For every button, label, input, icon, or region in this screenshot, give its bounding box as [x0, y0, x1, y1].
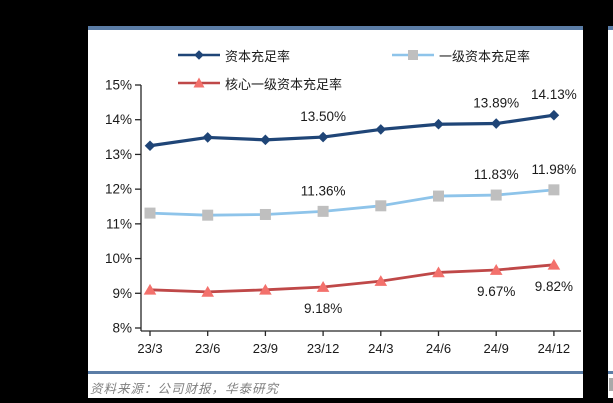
legend-label: 核心一级资本充足率 — [225, 76, 343, 92]
chart-panel: 资本充足率 一级资本充足率核心一级资本充足率 15% 14% 13% 12% 11% 10%… — [88, 26, 583, 398]
panel-top-border — [88, 26, 583, 30]
y-axis-tick-label: 12% — [105, 182, 132, 197]
x-axis-tick-label: 23/9 — [253, 341, 278, 356]
series-0-marker — [260, 134, 271, 146]
x-axis-tick-label: 24/12 — [538, 341, 571, 356]
series-0-marker — [317, 131, 329, 143]
series-0-marker — [202, 132, 213, 143]
series-2-marker — [374, 275, 388, 286]
legend-square-marker-icon — [392, 50, 434, 60]
data-label: 13.89% — [473, 96, 519, 111]
data-label: 11.98% — [532, 162, 577, 177]
series-0-marker — [548, 109, 560, 121]
legend-label: 资本充足率 — [225, 48, 291, 64]
y-axis-tick-label: 11% — [106, 216, 132, 231]
source-note: 资料来源：公司财报，华泰研究 — [88, 374, 583, 398]
x-axis-tick-label: 23/6 — [195, 341, 220, 356]
y-axis-tick-label: 9% — [112, 286, 132, 301]
panel-bottom-border — [88, 371, 583, 374]
series-0-marker — [375, 124, 387, 135]
series-1-marker — [259, 208, 271, 220]
series-1-marker — [490, 189, 502, 201]
series-1-marker — [144, 207, 156, 219]
adjacent-page-body — [608, 30, 613, 371]
legend-label: 一级资本充足率 — [439, 48, 531, 64]
series-line-0 — [148, 113, 556, 148]
adjacent-page-text-fragment — [609, 378, 613, 391]
data-label: 11.83% — [474, 167, 519, 182]
series-line-2 — [148, 263, 556, 294]
x-axis-tick-label: 24/6 — [426, 341, 451, 356]
series-2-marker — [547, 258, 561, 270]
series-2-marker — [259, 283, 272, 295]
data-label: 9.82% — [535, 279, 573, 294]
data-label: 13.50% — [300, 109, 346, 124]
chart-area: 资本充足率 一级资本充足率核心一级资本充足率 15% 14% 13% 12% 11% 10%… — [88, 30, 583, 371]
series-2-marker — [489, 264, 503, 275]
series-0-marker — [490, 118, 502, 129]
y-axis-tick-label: 13% — [105, 147, 132, 162]
legend-item-0: 资本充足率 — [178, 46, 392, 64]
series-1-marker — [548, 184, 560, 196]
series-0-marker — [144, 140, 156, 152]
series-0-marker — [433, 118, 444, 130]
series-line-1 — [148, 188, 556, 217]
x-axis-tick-label: 24/9 — [484, 341, 509, 356]
legend-triangle-marker-icon — [178, 77, 220, 88]
series-2-marker — [143, 283, 157, 295]
adjacent-page-foot — [608, 374, 613, 398]
x-axis-tick-label: 23/3 — [137, 341, 162, 356]
y-axis-tick-label: 14% — [105, 112, 132, 127]
y-axis-tick-label: 8% — [112, 321, 132, 336]
series-1-marker — [433, 190, 444, 202]
x-axis-tick-label: 24/3 — [368, 341, 393, 356]
data-label: 9.18% — [304, 301, 342, 316]
series-1-marker — [375, 200, 387, 212]
data-label: 9.67% — [477, 284, 515, 299]
y-axis-tick-label: 10% — [105, 251, 132, 266]
adjacent-page-edge — [608, 26, 613, 398]
legend-item-2: 核心一级资本充足率 — [178, 74, 392, 92]
series-2-marker — [432, 266, 445, 278]
series-2-marker — [201, 285, 214, 297]
series-2-marker — [316, 281, 330, 292]
adjacent-page-bottom-border — [608, 371, 613, 374]
chart-canvas: 15% 14% 13% 12% 11% 10% 9% 8% 23/3 23/6 23/9 23/12 2… — [105, 78, 581, 356]
legend-item-1: 一级资本充足率 — [392, 46, 530, 64]
y-axis-tick-label: 15% — [105, 78, 132, 93]
legend-diamond-marker-icon — [178, 50, 220, 60]
series-1-marker — [317, 205, 329, 217]
x-axis-tick-label: 23/12 — [307, 341, 340, 356]
data-label: 11.36% — [301, 183, 346, 198]
series-1-marker — [202, 209, 214, 221]
chart-legend: 资本充足率 一级资本充足率核心一级资本充足率 — [178, 46, 530, 92]
adjacent-page-top-border — [608, 26, 613, 30]
data-label: 14.13% — [531, 87, 577, 102]
